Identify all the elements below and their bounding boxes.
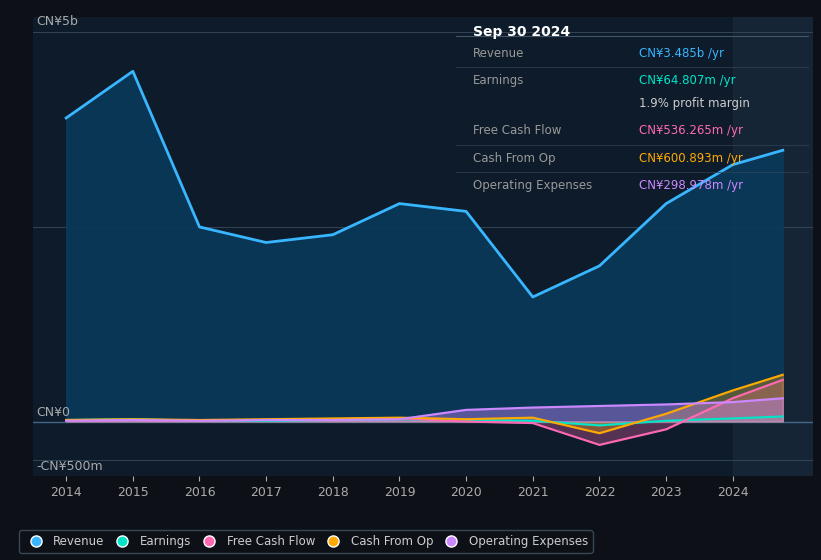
Text: CN¥600.893m /yr: CN¥600.893m /yr (640, 152, 743, 165)
Text: Earnings: Earnings (474, 74, 525, 87)
Text: -CN¥500m: -CN¥500m (36, 460, 103, 473)
Text: Revenue: Revenue (474, 47, 525, 60)
Text: 1.9% profit margin: 1.9% profit margin (640, 97, 750, 110)
Text: Operating Expenses: Operating Expenses (474, 179, 593, 192)
Text: CN¥536.265m /yr: CN¥536.265m /yr (640, 124, 743, 138)
Text: CN¥298.978m /yr: CN¥298.978m /yr (640, 179, 743, 192)
Bar (733, 17, 813, 476)
Text: CN¥64.807m /yr: CN¥64.807m /yr (640, 74, 736, 87)
Text: CN¥3.485b /yr: CN¥3.485b /yr (640, 47, 724, 60)
Text: Free Cash Flow: Free Cash Flow (474, 124, 562, 138)
Text: Sep 30 2024: Sep 30 2024 (474, 25, 571, 39)
Text: CN¥5b: CN¥5b (36, 16, 78, 29)
Legend: Revenue, Earnings, Free Cash Flow, Cash From Op, Operating Expenses: Revenue, Earnings, Free Cash Flow, Cash … (19, 530, 593, 553)
Text: CN¥0: CN¥0 (36, 406, 70, 419)
Text: Cash From Op: Cash From Op (474, 152, 556, 165)
